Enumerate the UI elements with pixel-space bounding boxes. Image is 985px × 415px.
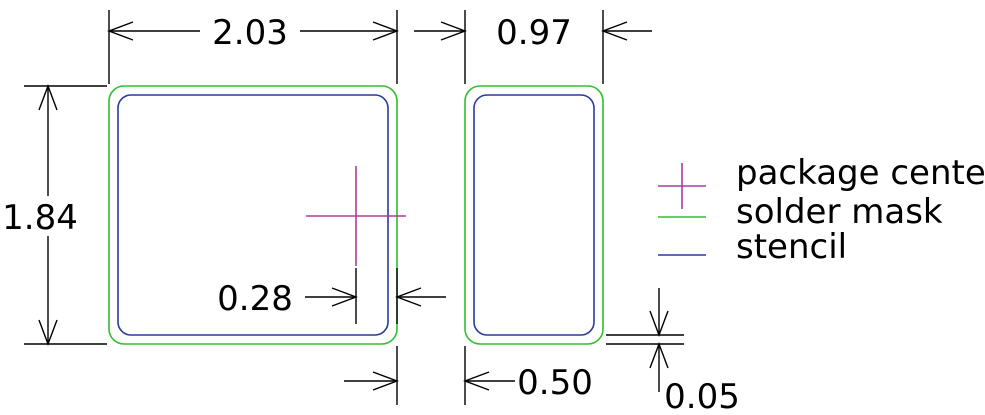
- dimension-mask-expansion: 0.05: [606, 288, 740, 415]
- legend-item-solder-mask: solder mask: [658, 192, 943, 232]
- dimension-label-pad-height: 1.84: [2, 198, 78, 238]
- dimension-label-pad-gap: 0.50: [517, 363, 593, 403]
- dimension-label-pad2-width: 0.97: [496, 13, 572, 53]
- dimension-pad1-width: 2.03: [107, 10, 399, 84]
- legend: package center solder mask stencil: [658, 153, 985, 267]
- dimension-pad2-width: 0.97: [414, 10, 652, 84]
- legend-item-stencil: stencil: [658, 227, 847, 267]
- dimension-label-pad1-width: 2.03: [212, 13, 288, 53]
- dimension-label-center-offset: 0.28: [217, 279, 293, 319]
- pad-2-solder-mask: [464, 85, 604, 345]
- dimension-center-offset: 0.28: [217, 268, 446, 324]
- dimension-pad-gap: 0.50: [344, 346, 593, 405]
- package-center-marker: [306, 166, 406, 266]
- pad-1-stencil: [117, 94, 389, 336]
- legend-item-package-center: package center: [658, 153, 985, 209]
- pad-2: [464, 85, 604, 345]
- legend-label-stencil: stencil: [736, 227, 847, 267]
- pad-2-stencil: [473, 94, 595, 336]
- legend-label-package-center: package center: [736, 153, 985, 193]
- pad-1-solder-mask: [108, 85, 398, 345]
- pad-1: [108, 85, 398, 345]
- dimension-label-mask-expansion: 0.05: [664, 377, 740, 415]
- legend-label-solder-mask: solder mask: [736, 192, 943, 232]
- dimension-pad-height: 1.84: [2, 84, 107, 346]
